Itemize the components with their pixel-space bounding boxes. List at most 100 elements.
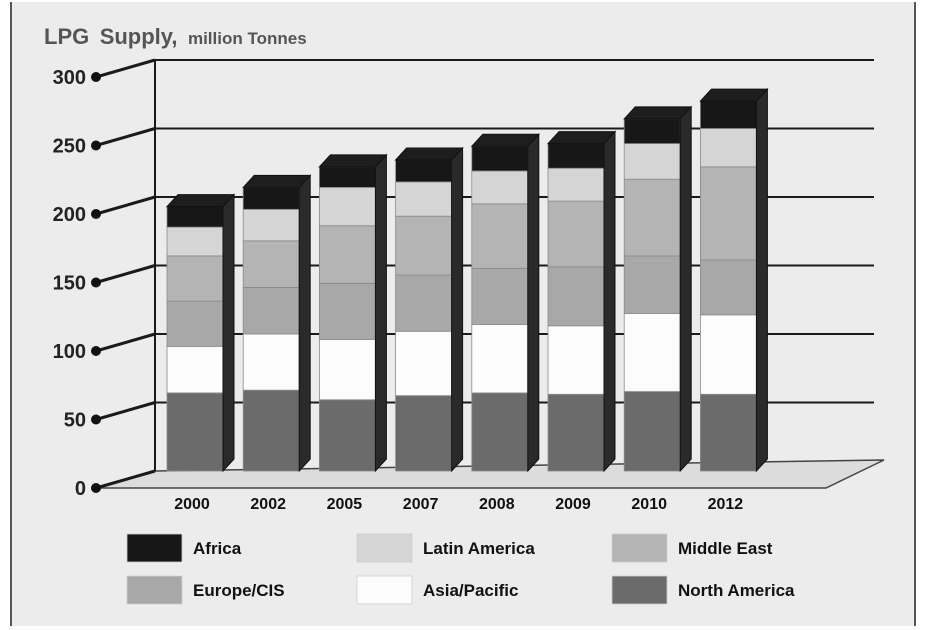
ytick-label-250: 250 bbox=[53, 136, 86, 158]
bar-top-2007 bbox=[394, 147, 464, 161]
bar-top-2010 bbox=[623, 106, 693, 120]
legend-swatch-middle-east bbox=[611, 533, 668, 563]
bar-stack-2012 bbox=[699, 87, 769, 473]
svg-text:LPG Supply, mi: LPG Supply, million Tonnes bbox=[44, 24, 307, 49]
bar-segment-2012-north-america bbox=[700, 393, 757, 472]
ytick-dot-200 bbox=[91, 209, 101, 219]
xtick-label-2012: 2012 bbox=[708, 496, 744, 513]
bar-segment-2010-africa bbox=[623, 118, 681, 144]
xtick-label-2005: 2005 bbox=[327, 496, 363, 513]
ytick-label-150: 150 bbox=[53, 273, 86, 295]
bar-side-2007 bbox=[451, 146, 464, 473]
ytick-dot-0 bbox=[91, 483, 101, 493]
bar-segment-2008-middle-east bbox=[471, 203, 529, 269]
bar-segment-2009-africa bbox=[547, 143, 605, 169]
bar-segment-2005-north-america bbox=[318, 399, 376, 472]
lpg-supply-chart: LPG Supply, million Tonnes 0501001502002… bbox=[44, 24, 885, 605]
legend-label-africa: Africa bbox=[193, 539, 242, 558]
bar-stack-2007 bbox=[394, 146, 464, 473]
ytick-label-50: 50 bbox=[64, 410, 86, 432]
bar-segment-2005-asia-pacific bbox=[318, 339, 376, 401]
bar-segment-2002-europe-cis bbox=[242, 287, 300, 335]
ytick-connector-300 bbox=[95, 58, 156, 79]
bar-stack-2002 bbox=[242, 174, 312, 473]
xtick-label-2002: 2002 bbox=[250, 496, 286, 513]
bar-segment-2007-north-america bbox=[395, 395, 453, 472]
bar-side-2005 bbox=[374, 153, 387, 473]
bar-top-2005 bbox=[318, 154, 388, 168]
bar-segment-2007-asia-pacific bbox=[395, 330, 453, 397]
ytick-label-200: 200 bbox=[53, 204, 86, 226]
xtick-label-2009: 2009 bbox=[555, 496, 591, 513]
bar-segment-2012-latin-america bbox=[700, 128, 757, 168]
bar-segment-2012-africa bbox=[700, 100, 757, 129]
bar-segment-2005-europe-cis bbox=[318, 282, 376, 340]
bar-segment-2007-africa bbox=[395, 159, 453, 183]
legend-item-europe-cis: Europe/CIS bbox=[126, 575, 285, 605]
bar-top-2012 bbox=[699, 88, 769, 102]
bar-segment-2000-north-america bbox=[166, 392, 224, 472]
bar-segment-2012-middle-east bbox=[700, 166, 757, 261]
bar-segment-2007-latin-america bbox=[395, 181, 453, 217]
bar-stack-2010 bbox=[623, 105, 693, 473]
ytick-dot-50 bbox=[91, 414, 101, 425]
ytick-connector-250 bbox=[95, 127, 156, 147]
bar-segment-2008-latin-america bbox=[471, 170, 529, 205]
legend-label-latin-america: Latin America bbox=[423, 539, 535, 558]
chart-legend: Africa Latin America Middle East Europe/CIS… bbox=[126, 533, 795, 605]
bar-top-2002 bbox=[242, 174, 312, 188]
bar-segment-2007-middle-east bbox=[395, 215, 453, 276]
bar-segment-2009-north-america bbox=[547, 393, 605, 472]
legend-item-latin-america: Latin America bbox=[356, 533, 535, 563]
bar-segment-2010-north-america bbox=[623, 391, 681, 472]
bar-segment-2002-asia-pacific bbox=[242, 333, 300, 391]
legend-item-middle-east: Middle East bbox=[611, 533, 773, 563]
chart-bars bbox=[165, 87, 769, 473]
bar-side-2008 bbox=[527, 133, 540, 473]
legend-item-asia-pacific: Asia/Pacific bbox=[356, 575, 518, 605]
bar-segment-2002-africa bbox=[242, 187, 300, 210]
bar-segment-2002-north-america bbox=[242, 389, 300, 472]
chart-title: LPG Supply, million Tonnes bbox=[44, 24, 307, 49]
bar-segment-2009-asia-pacific bbox=[547, 325, 605, 395]
chart-frame: LPG Supply, million Tonnes 0 50 100 150 200 2… bbox=[10, 2, 916, 626]
legend-swatch-africa bbox=[126, 533, 183, 563]
bar-top-2000 bbox=[165, 194, 236, 208]
chart-title-unit: million Tonnes bbox=[188, 29, 307, 48]
ytick-dot-100 bbox=[91, 346, 101, 356]
bar-segment-2005-latin-america bbox=[318, 187, 376, 227]
bar-segment-2007-europe-cis bbox=[395, 274, 453, 332]
ytick-label-300: 300 bbox=[53, 67, 86, 89]
bar-segment-2008-north-america bbox=[471, 392, 529, 472]
legend-label-asia-pacific: Asia/Pacific bbox=[423, 581, 518, 600]
ytick-connector-200 bbox=[95, 195, 156, 216]
legend-swatch-europe-cis bbox=[126, 575, 183, 605]
bar-segment-2002-middle-east bbox=[242, 240, 300, 288]
bar-segment-2008-asia-pacific bbox=[471, 324, 529, 394]
bar-side-2009 bbox=[603, 130, 616, 473]
bar-side-2002 bbox=[298, 174, 311, 473]
legend-swatch-north-america bbox=[611, 575, 668, 605]
bar-side-2012 bbox=[755, 87, 768, 473]
xtick-label-2008: 2008 bbox=[479, 496, 515, 513]
bar-segment-2010-latin-america bbox=[623, 143, 681, 180]
ytick-connector-50 bbox=[95, 401, 156, 421]
bar-segment-2012-europe-cis bbox=[700, 259, 757, 316]
bar-segment-2002-latin-america bbox=[242, 208, 300, 242]
bar-top-2009 bbox=[546, 131, 617, 145]
bar-stack-2008 bbox=[470, 133, 540, 473]
bar-side-2010 bbox=[679, 105, 692, 473]
ytick-connector-100 bbox=[95, 332, 156, 353]
bar-segment-2010-middle-east bbox=[623, 178, 681, 257]
ytick-label-100: 100 bbox=[53, 341, 86, 363]
legend-item-africa: Africa bbox=[126, 533, 242, 563]
bar-segment-2005-middle-east bbox=[318, 225, 376, 284]
bar-segment-2010-asia-pacific bbox=[623, 313, 681, 392]
ytick-dot-250 bbox=[91, 140, 101, 151]
bar-segment-2008-europe-cis bbox=[471, 267, 529, 325]
bar-segment-2010-europe-cis bbox=[623, 255, 681, 314]
bar-segment-2005-africa bbox=[318, 166, 376, 188]
ytick-label-0: 0 bbox=[75, 478, 86, 500]
bar-segment-2012-asia-pacific bbox=[700, 314, 757, 395]
ytick-dot-150 bbox=[91, 277, 101, 288]
